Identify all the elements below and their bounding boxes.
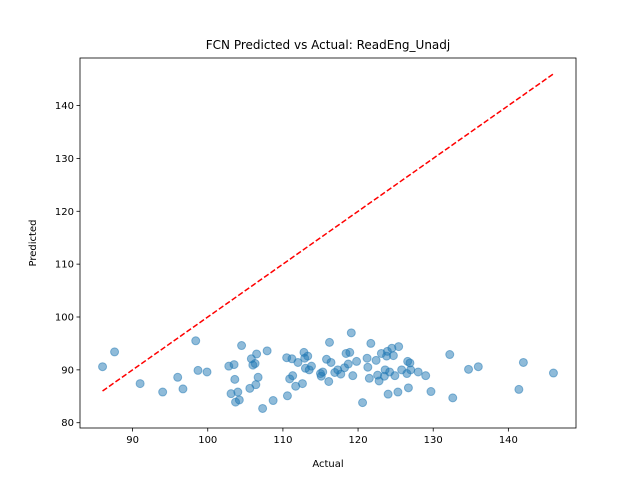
y-tick-label: 80 [61,418,74,429]
data-point [318,367,328,377]
data-point [362,353,372,363]
data-point [364,373,374,383]
plot-area [98,73,558,413]
data-point [363,362,373,372]
data-point [394,342,404,352]
data-point [445,350,455,360]
plot-frame [79,57,577,429]
data-point [514,384,524,394]
y-tick-label: 110 [55,260,74,271]
data-point [448,393,458,403]
data-point [421,371,431,381]
data-point [403,383,413,393]
data-point [406,365,416,375]
data-point [135,379,145,389]
data-point [348,371,358,381]
data-point [464,364,474,374]
data-point [250,359,260,369]
data-point [371,355,381,365]
y-axis: 80 90 100 110 120 130 140 [55,101,80,429]
data-point [390,371,400,381]
x-tick-label: 100 [198,435,217,446]
data-point [358,398,368,408]
data-point [202,367,212,377]
data-point [237,341,247,351]
data-point [282,391,292,401]
data-point [324,376,334,386]
x-tick-label: 140 [499,435,518,446]
data-point [297,379,307,389]
x-tick-label: 120 [349,435,368,446]
data-point [158,387,168,397]
data-point [258,403,268,413]
data-point [426,387,436,397]
y-axis-label: Predicted [28,220,39,267]
data-point [473,362,483,372]
data-point [251,380,261,390]
y-tick-label: 100 [55,313,74,324]
data-point [548,368,558,378]
data-point [173,372,183,382]
data-point [306,361,316,371]
data-point [191,336,201,346]
data-point [325,337,334,347]
y-tick-label: 130 [55,154,74,165]
x-tick-label: 130 [424,435,443,446]
data-point [288,371,298,381]
data-point [346,328,356,338]
data-point [413,367,423,377]
y-tick-label: 140 [55,101,74,112]
y-tick-label: 120 [55,207,74,218]
x-tick-label: 110 [273,435,292,446]
data-point [352,356,362,366]
chart-title: FCN Predicted vs Actual: ReadEng_Unadj [206,38,451,52]
y-tick-label: 90 [61,365,74,376]
data-point [229,360,239,370]
data-point [393,387,403,397]
data-point [518,357,528,367]
data-point [98,362,108,372]
data-point [233,387,243,397]
data-point [230,374,240,384]
data-point [366,338,376,348]
data-point [345,347,355,357]
data-point [293,357,303,367]
data-point [268,396,278,406]
data-point [262,346,272,356]
x-tick-label: 90 [126,435,139,446]
data-point [383,389,393,399]
data-point [252,349,262,359]
data-point [110,347,120,357]
data-point [234,395,244,405]
data-point [253,372,263,382]
data-point [388,351,398,361]
x-axis-label: Actual [312,459,343,470]
data-point [343,359,353,369]
x-axis: 90 100 110 120 130 140 [126,428,518,446]
data-point [326,357,336,367]
data-point [193,365,203,375]
reference-line [102,73,554,392]
data-point [178,384,188,394]
data-point [303,351,313,361]
